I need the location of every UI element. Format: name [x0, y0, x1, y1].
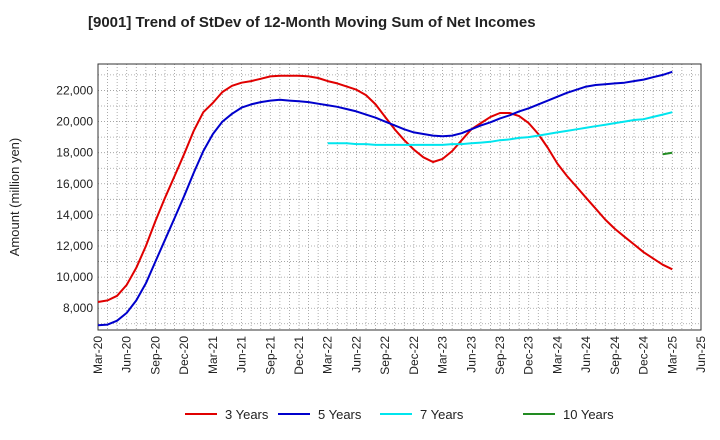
x-tick-label: Sep-21 [263, 336, 277, 375]
x-tick-label: Sep-20 [148, 336, 162, 375]
y-tick-label: 16,000 [56, 177, 93, 191]
x-tick-label: Sep-24 [608, 336, 622, 375]
x-tick-label: Dec-23 [522, 336, 536, 375]
x-tick-label: Sep-22 [378, 336, 392, 375]
x-tick-label: Mar-24 [550, 336, 564, 374]
y-tick-label: 14,000 [56, 208, 93, 222]
y-tick-label: 10,000 [56, 270, 93, 284]
series-line-3-years [97, 74, 673, 303]
plot-area [98, 64, 701, 330]
series-line-7-years [327, 111, 673, 146]
series-line-10-years [662, 151, 673, 156]
x-tick-label: Jun-20 [120, 336, 134, 373]
plot-border [97, 63, 702, 331]
legend-label: 3 Years [225, 407, 269, 422]
x-tick-label: Mar-21 [206, 336, 220, 374]
x-tick-label: Jun-22 [349, 336, 363, 373]
legend-label: 7 Years [420, 407, 464, 422]
axis-layer: 8,000 10,000 12,000 14,000 16,000 18,000 20,00… [7, 63, 708, 375]
y-tick-label: 12,000 [56, 239, 93, 253]
x-tick-label: Jun-23 [464, 336, 478, 373]
x-tick-label: Mar-20 [91, 336, 105, 374]
y-tick-label: 8,000 [63, 301, 93, 315]
x-tick-label: Mar-25 [665, 336, 679, 374]
grid-layer [97, 64, 702, 330]
x-tick-label: Jun-25 [694, 336, 708, 373]
x-tick-label: Jun-21 [235, 336, 249, 373]
legend-label: 10 Years [563, 407, 614, 422]
x-tick-label: Mar-22 [321, 336, 335, 374]
x-tick-label: Dec-21 [292, 336, 306, 375]
legend-label: 5 Years [318, 407, 362, 422]
y-tick-label: 20,000 [56, 115, 93, 129]
x-tick-label: Dec-24 [637, 336, 651, 375]
x-tick-label: Dec-20 [177, 336, 191, 375]
y-axis-title: Amount (million yen) [7, 138, 22, 257]
series-line-5-years [97, 70, 673, 327]
x-tick-label: Sep-23 [493, 336, 507, 375]
x-tick-label: Jun-24 [579, 336, 593, 373]
series-layer [97, 70, 673, 327]
y-tick-label: 22,000 [56, 83, 93, 97]
x-tick-label: Mar-23 [436, 336, 450, 374]
y-tick-label: 18,000 [56, 146, 93, 160]
x-tick-label: Dec-22 [407, 336, 421, 375]
legend-layer: 3 Years 5 Years 7 Years 10 Years [185, 407, 614, 422]
chart-title: [9001] Trend of StDev of 12-Month Moving… [88, 14, 536, 31]
